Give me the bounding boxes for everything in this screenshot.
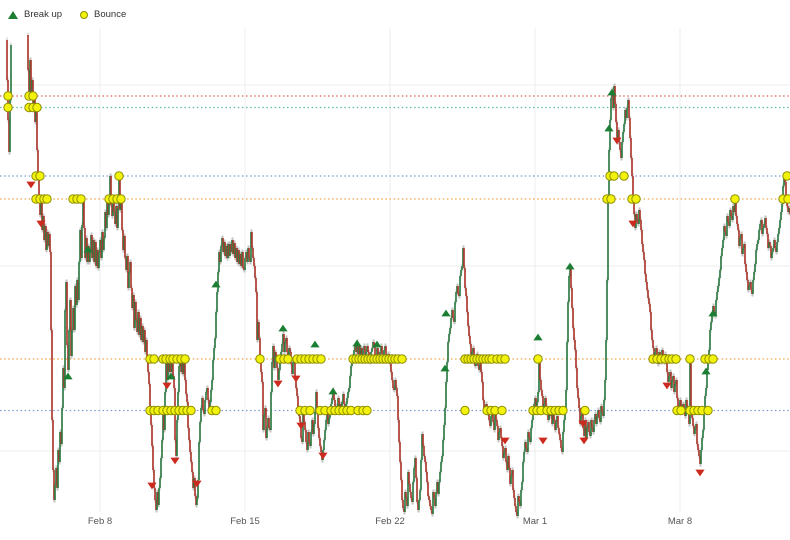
bounce-marker <box>305 405 315 416</box>
x-axis-label: Mar 1 <box>522 516 548 527</box>
bounce-legend-icon <box>80 10 89 19</box>
break-up-marker <box>352 339 362 347</box>
break-down-marker <box>147 482 157 490</box>
bounce-marker <box>703 405 713 416</box>
legend-item-break-up: Break up <box>8 9 62 20</box>
break-up-marker <box>63 372 73 380</box>
bounce-marker <box>783 194 790 204</box>
bounce-marker <box>397 354 407 364</box>
break-up-marker <box>533 333 543 341</box>
bounce-marker <box>149 354 159 364</box>
break-down-marker <box>662 382 672 390</box>
break-up-marker <box>565 262 575 270</box>
break-down-marker <box>695 469 705 477</box>
bounce-marker <box>685 354 695 364</box>
break-up-marker <box>328 387 338 395</box>
break-down-marker <box>192 480 202 488</box>
break-down-marker <box>273 380 283 388</box>
bounce-marker <box>782 171 790 181</box>
bounce-marker <box>180 354 190 364</box>
break-up-marker <box>701 367 711 375</box>
price-series-wicks <box>6 32 790 519</box>
bounce-marker <box>28 91 38 101</box>
break-up-marker <box>708 309 718 317</box>
break-down-marker <box>500 437 510 445</box>
break-down-marker <box>578 420 588 428</box>
break-up-marker <box>607 88 617 96</box>
break-down-marker <box>579 437 589 445</box>
x-axis-label: Feb 8 <box>87 516 113 527</box>
bounce-marker <box>255 354 265 364</box>
bounce-marker <box>497 405 507 416</box>
break-up-marker <box>310 340 320 348</box>
break-down-marker <box>36 220 46 228</box>
break-down-marker <box>318 452 328 460</box>
break-down-marker <box>26 181 36 189</box>
break-up-marker <box>372 340 382 348</box>
break-up-marker <box>278 324 288 332</box>
break-down-marker <box>538 437 548 445</box>
break-down-marker <box>291 375 301 383</box>
legend-label-break-up: Break up <box>24 9 63 20</box>
bounce-marker <box>730 194 740 204</box>
break-down-marker <box>170 457 180 465</box>
gridlines <box>0 28 790 512</box>
break-up-markers <box>63 88 718 395</box>
bounce-marker <box>76 194 86 204</box>
bounce-marker <box>500 354 510 364</box>
legend-label-bounce: Bounce <box>94 9 127 20</box>
bounce-marker <box>316 354 326 364</box>
bounce-marker <box>631 194 641 204</box>
bounce-marker <box>606 194 616 204</box>
bounce-marker <box>283 354 293 364</box>
break-up-marker <box>166 372 176 380</box>
bounce-marker <box>32 102 42 113</box>
bounce-marker <box>708 354 718 364</box>
bounce-marker <box>114 171 124 181</box>
bounce-marker <box>609 171 619 181</box>
bounce-marker <box>619 171 629 181</box>
x-axis-label: Feb 22 <box>375 516 405 527</box>
break-up-marker <box>604 124 614 132</box>
bounce-marker <box>35 171 45 181</box>
x-axis-label: Mar 8 <box>667 516 693 527</box>
break-up-legend-icon <box>8 10 18 19</box>
bounce-marker <box>211 405 221 416</box>
bounce-marker <box>116 194 126 204</box>
break-down-marker <box>612 137 622 145</box>
break-down-markers <box>26 137 705 490</box>
break-down-marker <box>296 422 306 430</box>
break-down-marker <box>628 220 638 228</box>
bounce-marker <box>558 405 568 416</box>
legend-item-bounce: Bounce <box>80 9 126 20</box>
bounce-marker <box>671 354 681 364</box>
bounce-markers <box>3 91 790 416</box>
bounce-marker <box>3 91 13 101</box>
break-up-marker <box>211 280 221 288</box>
bounce-marker <box>362 405 372 416</box>
break-up-marker <box>441 309 451 317</box>
legend: Break up Bounce <box>8 9 126 20</box>
break-up-marker <box>83 245 93 253</box>
bounce-marker <box>186 405 196 416</box>
bounce-marker <box>3 102 13 113</box>
bounce-marker <box>676 405 686 416</box>
x-axis-label: Feb 15 <box>230 516 260 527</box>
bounce-marker <box>533 354 543 364</box>
bounce-marker <box>460 405 470 416</box>
break-up-marker <box>440 364 450 372</box>
bounce-marker <box>42 194 52 204</box>
bounce-marker <box>580 405 590 416</box>
break-down-marker <box>162 382 172 390</box>
